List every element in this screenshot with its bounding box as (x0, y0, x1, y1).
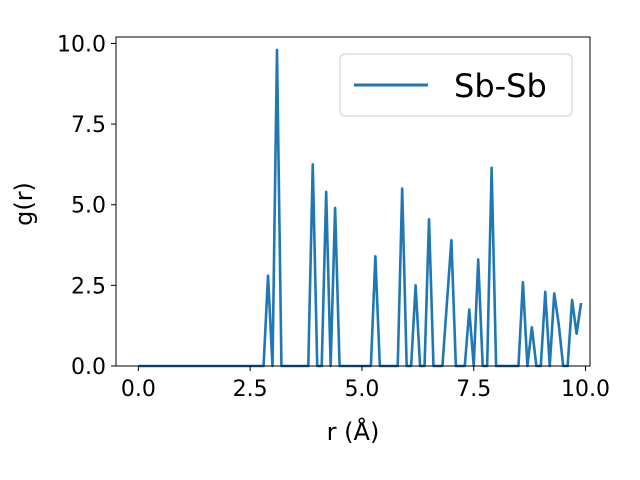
y-tick-label: 7.5 (71, 113, 106, 138)
y-tick-label: 10.0 (57, 32, 106, 57)
legend-box (339, 53, 573, 117)
x-tick-label: 2.5 (233, 377, 268, 402)
y-tick-label: 2.5 (71, 274, 106, 299)
x-tick-label: 10.0 (561, 377, 610, 402)
y-axis-label: g(r) (10, 182, 38, 226)
y-tick-label: 0.0 (71, 355, 106, 380)
y-tick-label: 5.0 (71, 194, 106, 219)
plot-area (115, 36, 591, 368)
legend: Sb-Sb (339, 53, 573, 117)
x-tick-label: 7.5 (456, 377, 491, 402)
x-tick-label: 5.0 (344, 377, 379, 402)
axis-ticks: 0.0 2.5 5.0 7.5 10.0 0.0 2.5 5.0 7.5 10.0 (57, 32, 610, 402)
plot-frame (115, 36, 591, 367)
x-axis-label: r (Å) (327, 417, 380, 446)
legend-label-sb-sb: Sb-Sb (454, 67, 547, 105)
x-tick-label: 0.0 (121, 377, 156, 402)
